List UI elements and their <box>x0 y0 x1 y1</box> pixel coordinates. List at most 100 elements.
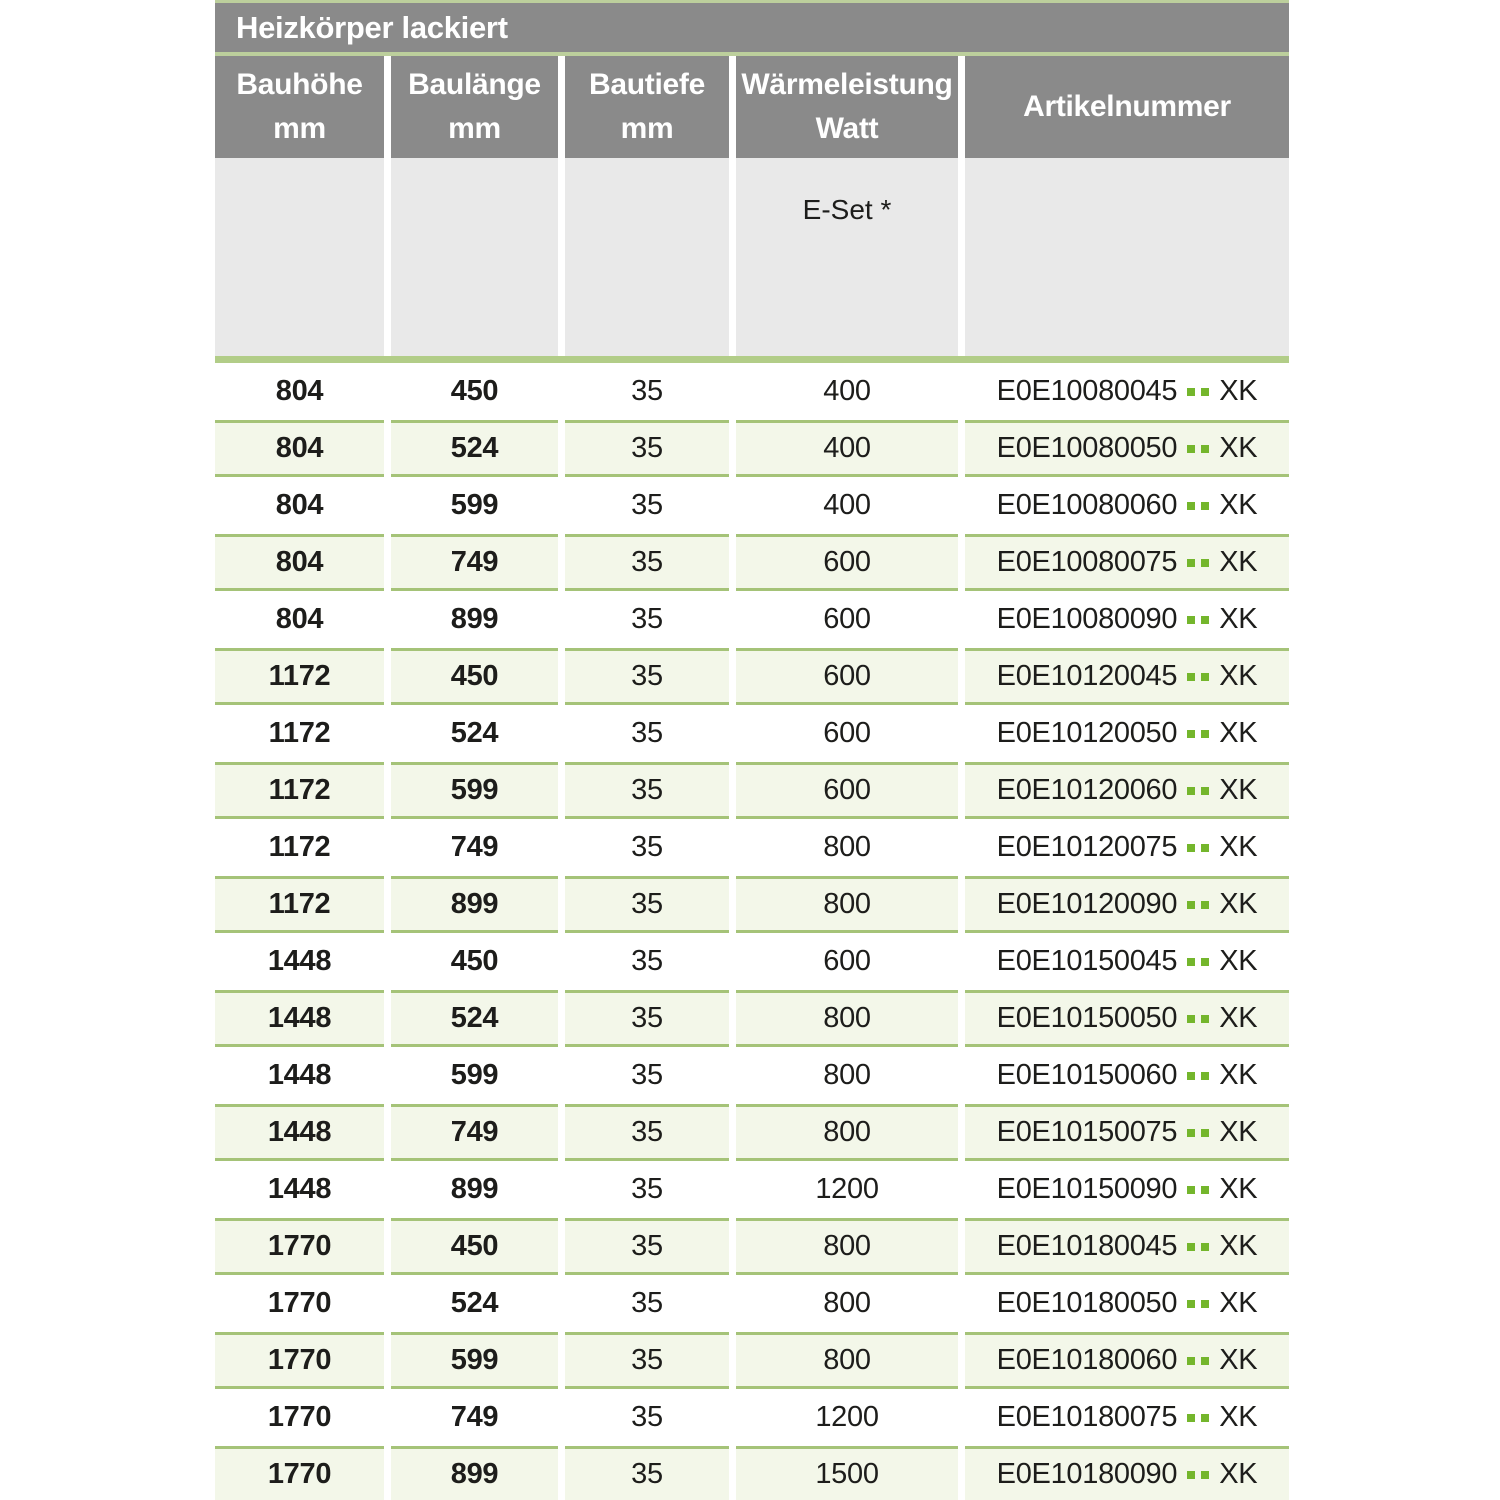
cell-bautiefe: 35 <box>565 420 729 477</box>
separator-dot-icon <box>1201 1356 1210 1365</box>
artikelnummer-prefix: E0E10080060 <box>996 489 1178 521</box>
cell-bauhoehe: 804 <box>275 489 324 521</box>
cell-bautiefe: 35 <box>565 762 729 819</box>
cell-artikelnummer: E0E10120090 XK <box>965 876 1289 933</box>
cell-baulaenge: 524 <box>391 990 558 1047</box>
table-row: 804 749 35 600 E0E10080075 XK <box>215 534 1289 591</box>
separator-dot-icon <box>1201 558 1210 567</box>
separator-dot-icon <box>1187 1470 1196 1479</box>
cell-bauhoehe: 1172 <box>268 831 331 863</box>
artikelnummer-suffix: XK <box>1219 831 1258 863</box>
cell-bauhoehe: 1448 <box>267 1173 332 1205</box>
artikelnummer-prefix: E0E10150050 <box>996 1002 1178 1034</box>
cell-bautiefe: 35 <box>565 1104 729 1161</box>
artikelnummer-prefix: E0E10080045 <box>996 375 1178 407</box>
cell-bauhoehe: 1448 <box>215 990 384 1047</box>
table-title: Heizkörper lackiert <box>236 9 508 45</box>
artikelnummer-prefix: E0E10150045 <box>996 945 1178 977</box>
table-body: 804 450 35 400 E0E10080045 XK 804 524 35 … <box>215 363 1289 1500</box>
artikelnummer-suffix: XK <box>1219 375 1258 407</box>
cell-artikelnummer: E0E10150075 XK <box>965 1104 1289 1161</box>
artikelnummer-prefix: E0E10150090 <box>996 1173 1178 1205</box>
cell-waermeleistung: 800 <box>736 1104 958 1161</box>
cell-bautiefe: 35 <box>631 831 663 863</box>
table-row: 804 524 35 400 E0E10080050 XK <box>215 420 1289 477</box>
separator-dot-icon <box>1187 957 1196 966</box>
artikelnummer-prefix: E0E10120050 <box>996 717 1178 749</box>
table-row: 1172 749 35 800 E0E10120075 XK <box>215 819 1289 876</box>
separator-dot-icon <box>1187 1413 1196 1422</box>
cell-artikelnummer: E0E10180060 XK <box>965 1332 1289 1389</box>
cell-baulaenge: 450 <box>391 648 558 705</box>
cell-baulaenge: 524 <box>450 717 499 749</box>
separator-dot-icon <box>1187 1014 1196 1023</box>
separator-dot-icon <box>1201 387 1210 396</box>
artikelnummer-suffix: XK <box>1219 432 1258 464</box>
artikelnummer-prefix: E0E10120090 <box>996 888 1178 920</box>
column-header-artikelnummer: Artikelnummer <box>965 56 1289 158</box>
table-row: 1770 450 35 800 E0E10180045 XK <box>215 1218 1289 1275</box>
cell-waermeleistung: 1200 <box>815 1173 879 1205</box>
cell-waermeleistung: 1500 <box>736 1446 958 1500</box>
cell-waermeleistung: 800 <box>736 990 958 1047</box>
cell-bautiefe: 35 <box>631 603 663 635</box>
cell-bauhoehe: 1770 <box>215 1332 384 1389</box>
artikelnummer-suffix: XK <box>1219 660 1258 692</box>
separator-dot-icon <box>1201 1014 1210 1023</box>
cell-bauhoehe: 1448 <box>267 945 332 977</box>
table-row: 1770 524 35 800 E0E10180050 XK <box>215 1275 1289 1332</box>
artikelnummer-suffix: XK <box>1219 1230 1258 1262</box>
table-row: 1448 899 35 1200 E0E10150090 XK <box>215 1161 1289 1218</box>
cell-bauhoehe: 1172 <box>215 876 384 933</box>
cell-bautiefe: 35 <box>631 1059 663 1091</box>
cell-baulaenge: 599 <box>391 1332 558 1389</box>
cell-bauhoehe: 1770 <box>215 1218 384 1275</box>
title-divider <box>215 52 1289 56</box>
artikelnummer-suffix: XK <box>1219 1059 1258 1091</box>
separator-dot-icon <box>1187 1185 1196 1194</box>
column-header-label: Bautiefe <box>589 68 705 101</box>
cell-artikelnummer: E0E10080060 XK <box>965 477 1289 534</box>
cell-artikelnummer: E0E10180050 XK <box>965 1275 1289 1332</box>
artikelnummer-suffix: XK <box>1219 1173 1258 1205</box>
cell-waermeleistung: 800 <box>736 1332 958 1389</box>
separator-dot-icon <box>1187 729 1196 738</box>
cell-bauhoehe: 1172 <box>268 717 331 749</box>
separator-dot-icon <box>1201 900 1210 909</box>
cell-waermeleistung: 800 <box>736 1218 958 1275</box>
column-header-unit: mm <box>273 112 326 145</box>
separator-dot-icon <box>1187 900 1196 909</box>
column-header-waermeleistung: Wärmeleistung Watt <box>736 56 958 158</box>
cell-artikelnummer: E0E10080050 XK <box>965 420 1289 477</box>
cell-waermeleistung: 400 <box>823 375 871 407</box>
artikelnummer-prefix: E0E10080090 <box>996 603 1178 635</box>
column-header-unit: Watt <box>815 112 879 145</box>
artikelnummer-prefix: E0E10120060 <box>996 774 1178 806</box>
cell-baulaenge: 599 <box>391 762 558 819</box>
subheader-cell <box>391 158 558 356</box>
table-row: 1448 599 35 800 E0E10150060 XK <box>215 1047 1289 1104</box>
separator-dot-icon <box>1201 957 1210 966</box>
cell-bauhoehe: 1448 <box>267 1059 332 1091</box>
column-header-unit: mm <box>620 112 674 145</box>
column-header-label: Wärmeleistung <box>741 68 953 101</box>
cell-waermeleistung: 600 <box>823 945 871 977</box>
cell-bautiefe: 35 <box>631 1173 663 1205</box>
cell-waermeleistung: 600 <box>823 603 871 635</box>
artikelnummer-suffix: XK <box>1219 1116 1258 1148</box>
artikelnummer-suffix: XK <box>1219 717 1258 749</box>
cell-waermeleistung: 600 <box>736 762 958 819</box>
cell-waermeleistung: 800 <box>823 831 871 863</box>
separator-dot-icon <box>1201 1413 1210 1422</box>
separator-dot-icon <box>1187 444 1196 453</box>
artikelnummer-prefix: E0E10080050 <box>996 432 1178 464</box>
cell-bauhoehe: 804 <box>215 534 384 591</box>
cell-baulaenge: 450 <box>450 945 499 977</box>
cell-bautiefe: 35 <box>565 1446 729 1500</box>
separator-dot-icon <box>1187 672 1196 681</box>
cell-artikelnummer: E0E10120050 XK <box>965 705 1289 762</box>
artikelnummer-suffix: XK <box>1219 774 1258 806</box>
cell-bautiefe: 35 <box>565 534 729 591</box>
cell-artikelnummer: E0E10120075 XK <box>965 819 1289 876</box>
cell-bauhoehe: 1172 <box>215 762 384 819</box>
